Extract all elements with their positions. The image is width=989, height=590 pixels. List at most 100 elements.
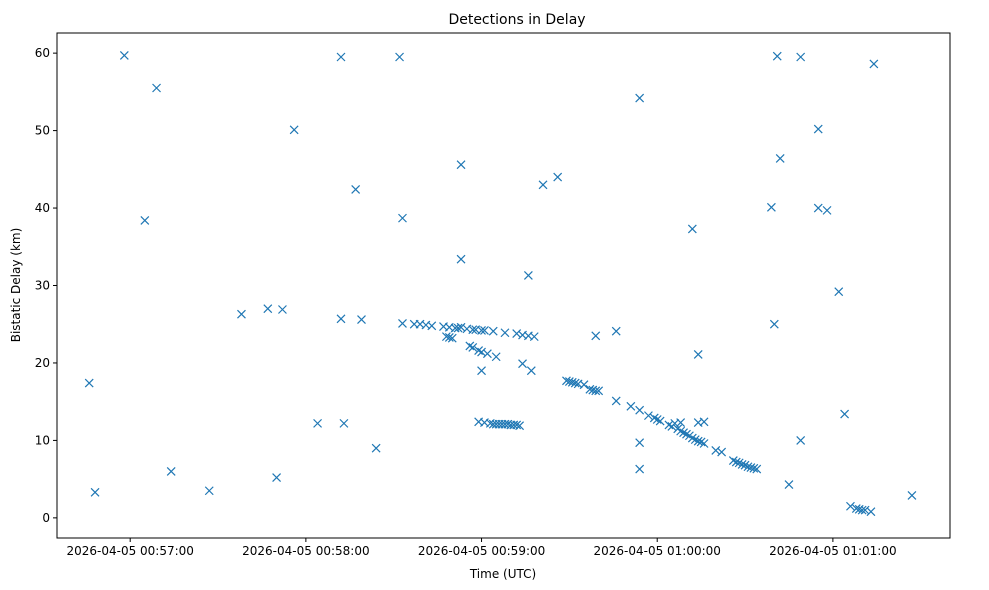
- data-point-marker: [687, 433, 697, 443]
- data-point-marker: [676, 426, 686, 436]
- data-point-marker: [564, 377, 574, 386]
- data-point-marker: [272, 473, 282, 483]
- data-point-marker: [140, 216, 150, 225]
- data-point-marker: [796, 52, 806, 62]
- data-point-marker: [465, 341, 475, 351]
- data-point-marker: [860, 505, 870, 515]
- data-point-marker: [166, 466, 176, 476]
- data-point-marker: [717, 447, 727, 457]
- data-point-marker: [491, 352, 501, 362]
- data-point-marker: [444, 332, 454, 342]
- data-point-marker: [840, 409, 850, 419]
- data-point-marker: [728, 456, 738, 465]
- data-point-marker: [518, 359, 527, 369]
- data-point-marker: [313, 418, 323, 428]
- data-point-marker: [398, 213, 407, 223]
- data-point-marker: [529, 332, 539, 342]
- data-point-marker: [477, 325, 486, 335]
- data-point-marker: [644, 411, 653, 421]
- y-tick-label: 50: [35, 124, 50, 138]
- data-point-marker: [579, 380, 589, 390]
- data-point-marker: [395, 52, 404, 62]
- data-point-marker: [523, 271, 533, 280]
- y-tick-label: 10: [35, 433, 50, 447]
- data-point-marker: [652, 415, 662, 424]
- data-point-marker: [263, 304, 273, 314]
- data-point-marker: [119, 51, 129, 60]
- data-point-marker: [474, 346, 484, 355]
- data-point-marker: [649, 413, 659, 423]
- data-point-marker: [591, 386, 601, 396]
- data-point-marker: [456, 160, 466, 170]
- data-point-marker: [512, 329, 522, 338]
- data-point-marker: [746, 463, 756, 472]
- data-point-marker: [737, 459, 747, 469]
- y-tick-label: 60: [35, 46, 50, 60]
- data-point-marker: [822, 205, 832, 215]
- y-tick-label: 20: [35, 356, 50, 370]
- data-point-marker: [655, 416, 665, 426]
- x-tick-label: 2026-04-05 00:57:00: [66, 544, 193, 558]
- plot-area: [56, 32, 951, 539]
- data-point-marker: [480, 325, 489, 335]
- y-tick-label: 0: [42, 511, 50, 525]
- x-tick-label: 2026-04-05 00:58:00: [242, 544, 369, 558]
- data-point-marker: [784, 480, 794, 489]
- data-point-marker: [526, 366, 536, 376]
- data-point-marker: [427, 321, 437, 331]
- data-point-marker: [690, 435, 700, 445]
- data-point-marker: [857, 505, 867, 515]
- x-tick-label: 2026-04-05 00:59:00: [418, 544, 545, 558]
- data-point-marker: [752, 464, 762, 474]
- data-point-marker: [740, 460, 750, 470]
- data-point-marker: [441, 332, 451, 342]
- data-point-marker: [468, 325, 478, 335]
- data-point-marker: [336, 314, 346, 324]
- data-point-marker: [635, 405, 645, 415]
- data-point-marker: [626, 401, 636, 411]
- data-point-marker: [772, 51, 782, 61]
- data-point-marker: [515, 421, 525, 431]
- data-point-marker: [851, 504, 861, 513]
- data-point-marker: [635, 464, 645, 474]
- x-axis: 2026-04-05 00:57:00 2026-04-05 00:58:00 20…: [66, 538, 897, 558]
- data-point-marker: [289, 125, 299, 135]
- data-point-marker: [866, 507, 876, 517]
- data-point-marker: [570, 378, 580, 388]
- data-point-marker: [731, 457, 741, 467]
- data-point-marker: [813, 203, 823, 213]
- data-point-marker: [351, 185, 361, 194]
- data-point-marker: [611, 396, 621, 406]
- data-point-marker: [477, 366, 486, 376]
- data-point-marker: [567, 377, 577, 387]
- data-point-marker: [278, 305, 287, 314]
- data-point-marker: [693, 436, 703, 446]
- x-tick-label: 2026-04-05 01:01:00: [769, 544, 896, 558]
- data-point-marker: [477, 347, 486, 357]
- data-point-marker: [594, 386, 604, 396]
- data-point-marker: [635, 438, 645, 448]
- data-point-marker: [682, 429, 691, 439]
- data-markers: [84, 51, 917, 517]
- data-point-marker: [699, 439, 709, 448]
- data-point-marker: [562, 376, 571, 386]
- data-point-marker: [339, 418, 349, 428]
- data-point-marker: [679, 428, 688, 438]
- data-point-marker: [693, 350, 703, 359]
- data-point-marker: [585, 384, 595, 394]
- data-point-marker: [84, 378, 94, 388]
- data-point-marker: [769, 319, 779, 329]
- data-point-marker: [907, 490, 917, 500]
- data-point-marker: [664, 420, 674, 430]
- data-point-marker: [456, 322, 466, 332]
- data-point-marker: [775, 154, 785, 163]
- data-point-marker: [676, 418, 686, 428]
- data-point-marker: [846, 501, 855, 511]
- data-point-marker: [204, 486, 214, 496]
- data-point-marker: [468, 343, 478, 352]
- data-point-marker: [696, 437, 706, 447]
- data-point-marker: [357, 315, 366, 325]
- data-point-marker: [152, 83, 161, 93]
